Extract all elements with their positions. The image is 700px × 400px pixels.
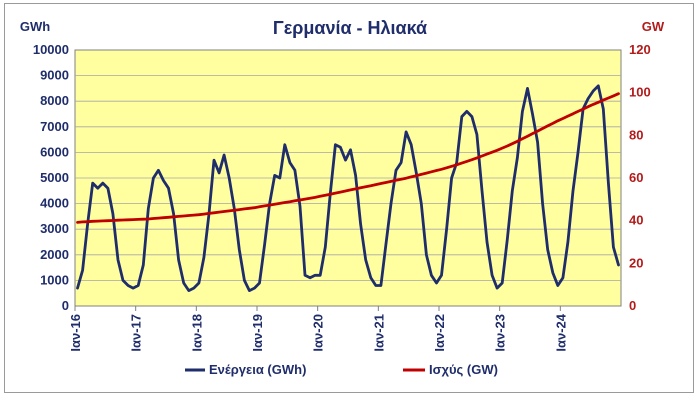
legend-energy-label: Ενέργεια (GWh) [209,362,306,377]
right-tick-label: 100 [629,85,651,100]
right-axis-unit: GW [642,19,665,34]
legend: Ενέργεια (GWh) Ισχύς (GW) [185,362,498,377]
chart-frame: Γερμανία - Ηλιακά GWh GW 0 1000 2000 3000 40… [4,3,694,393]
x-tick-label: Ιαν-19 [250,314,265,352]
series-energy-line [76,84,620,293]
right-tick-label: 20 [629,255,643,270]
right-tick-label: 0 [629,298,636,313]
x-tick-label: Ιαν-20 [311,314,326,352]
x-tick-label: Ιαν-23 [493,314,508,352]
left-tick-label: 7000 [40,119,69,134]
left-tick-label: 6000 [40,144,69,159]
x-tick-label: Ιαν-24 [553,313,568,351]
chart: Γερμανία - Ηλιακά GWh GW 010002000300040… [20,18,665,377]
left-tick-label: 2000 [40,247,69,262]
chart-title: Γερμανία - Ηλιακά [273,18,427,38]
series-group [76,84,620,293]
right-tick-label: 40 [629,213,643,228]
left-tick-label: 4000 [40,196,69,211]
left-tick-label: 8000 [40,93,69,108]
x-tick-label: Ιαν-21 [371,314,386,352]
left-tick-label: 10000 [33,42,69,57]
right-tick-label: 120 [629,42,651,57]
left-axis-unit: GWh [20,19,50,34]
x-tick-label: Ιαν-16 [68,314,83,352]
legend-capacity-label: Ισχύς (GW) [429,362,498,377]
right-tick-label: 80 [629,127,643,142]
left-tick-label: 9000 [40,68,69,83]
right-tick-label: 60 [629,170,643,185]
left-tick-label: 3000 [40,221,69,236]
left-tick-label: 0 [62,298,69,313]
left-tick-label: 5000 [40,170,69,185]
right-axis-ticks: 0 20 40 60 80 100 120 [629,42,651,313]
x-tick-label: Ιαν-17 [129,314,144,352]
x-axis-ticks: Ιαν-16 Ιαν-17 Ιαν-18 Ιαν-19 Ιαν-20 Ιαν-21 Ιαν-… [68,306,568,352]
series-capacity-line [76,92,620,224]
x-tick-label: Ιαν-22 [432,314,447,352]
x-tick-label: Ιαν-18 [189,314,204,352]
left-axis-ticks: 0 1000 2000 3000 4000 5000 6000 7000 8000 9000 100… [33,42,69,313]
left-tick-label: 1000 [40,272,69,287]
